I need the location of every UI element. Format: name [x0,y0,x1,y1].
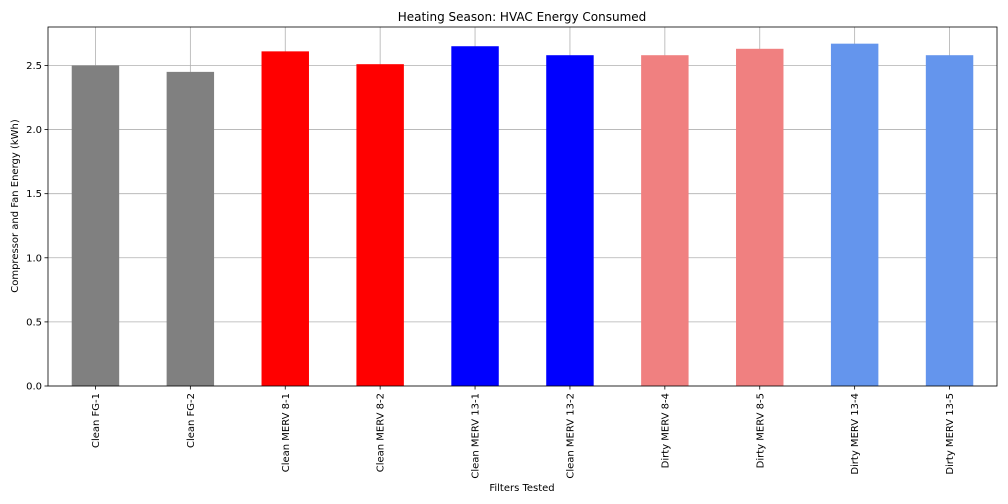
bar-1 [71,65,120,386]
x-tick-label: Dirty MERV 13-5 [945,393,956,475]
x-tick-label: Clean MERV 8-1 [281,393,292,472]
x-tick-label: Dirty MERV 8-4 [660,393,671,468]
bar-7 [641,55,689,386]
x-tick-label: Dirty MERV 13-4 [850,393,861,475]
y-axis-label: Compressor and Fan Energy (kWh) [10,119,21,293]
x-tick-label: Clean FG-1 [91,393,102,448]
y-tick-label: 2.5 [26,61,42,72]
x-axis-label: Filters Tested [489,483,554,494]
y-axis-ticks: 0.0 0.5 1.0 1.5 2.0 2.5 [26,61,48,393]
x-tick-label: Dirty MERV 8-5 [755,393,766,468]
bar-6 [546,55,594,386]
bar-5 [451,46,499,386]
bar-4 [356,64,404,387]
y-tick-label: 0.0 [26,382,42,393]
bar-9 [830,43,879,387]
x-tick-label: Clean MERV 13-1 [471,393,482,479]
chart-title: Heating Season: HVAC Energy Consumed [398,10,647,24]
x-tick-label: Clean MERV 13-2 [565,393,576,479]
bar-8 [736,48,784,387]
x-axis-ticks: Clean FG-1 Clean FG-2 Clean MERV 8-1 Clean … [91,386,956,479]
bar-10 [925,55,974,386]
bars [71,43,974,387]
bar-2 [166,71,215,386]
y-tick-label: 0.5 [26,317,42,328]
y-tick-label: 2.0 [26,125,42,136]
x-tick-label: Clean FG-2 [186,393,197,448]
plot-frame [47,26,998,387]
y-tick-label: 1.5 [26,189,42,200]
x-tick-label: Clean MERV 8-2 [376,393,387,472]
y-tick-label: 1.0 [26,253,42,264]
bar-3 [261,51,309,386]
